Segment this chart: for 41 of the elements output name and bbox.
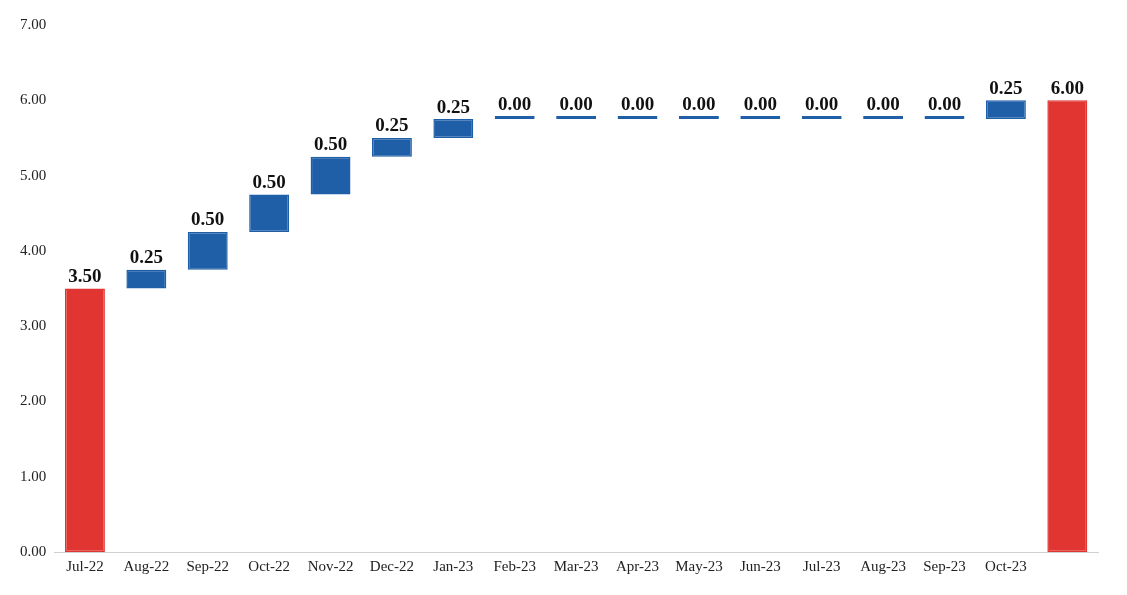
x-tick-label: Jul-22	[66, 557, 104, 574]
y-tick-label: 3.00	[20, 317, 47, 334]
x-tick-label: Aug-23	[860, 557, 907, 574]
y-tick-label: 2.00	[20, 392, 47, 409]
data-label: 0.00	[927, 92, 962, 114]
y-tick-label: 7.00	[20, 15, 47, 32]
x-tick-label: Jun-23	[739, 557, 781, 574]
data-label: 0.00	[498, 92, 532, 114]
data-label: 0.50	[191, 208, 225, 230]
data-label: 0.50	[252, 170, 286, 192]
x-tick-label: Aug-22	[123, 557, 170, 574]
y-tick-label: 0.00	[20, 542, 47, 559]
x-tick-label: Jul-23	[802, 557, 841, 574]
data-label: 0.00	[866, 92, 900, 114]
y-tick-label: 6.00	[20, 91, 47, 108]
data-label: 3.50	[68, 264, 102, 286]
data-label: 0.00	[559, 92, 593, 114]
data-label: 0.00	[805, 92, 839, 114]
x-tick-label: Sep-23	[923, 557, 966, 574]
x-tick-label: Nov-22	[307, 557, 354, 574]
x-tick-label: Oct-23	[985, 557, 1027, 574]
x-tick-label: Jan-23	[433, 557, 474, 574]
data-label: 0.25	[375, 114, 409, 136]
data-label: 0.50	[313, 133, 348, 155]
data-label: 0.25	[989, 76, 1023, 98]
x-tick-label: May-23	[675, 557, 723, 574]
data-label: 0.25	[129, 246, 163, 268]
x-tick-label: Mar-23	[553, 557, 599, 574]
data-label: 0.00	[620, 92, 655, 114]
x-tick-label: Apr-23	[616, 557, 660, 574]
x-tick-label: Oct-22	[248, 557, 290, 574]
x-tick-label: Feb-23	[493, 557, 536, 574]
y-tick-label: 5.00	[20, 166, 47, 183]
x-tick-label: Dec-22	[369, 557, 415, 574]
data-label: 0.00	[743, 92, 777, 114]
data-label: 0.00	[682, 92, 716, 114]
y-tick-label: 1.00	[20, 467, 47, 484]
x-tick-label: Sep-22	[186, 557, 229, 574]
data-label: 6.00	[1050, 76, 1084, 98]
data-label: 0.25	[436, 95, 470, 117]
y-tick-label: 4.00	[20, 241, 47, 258]
